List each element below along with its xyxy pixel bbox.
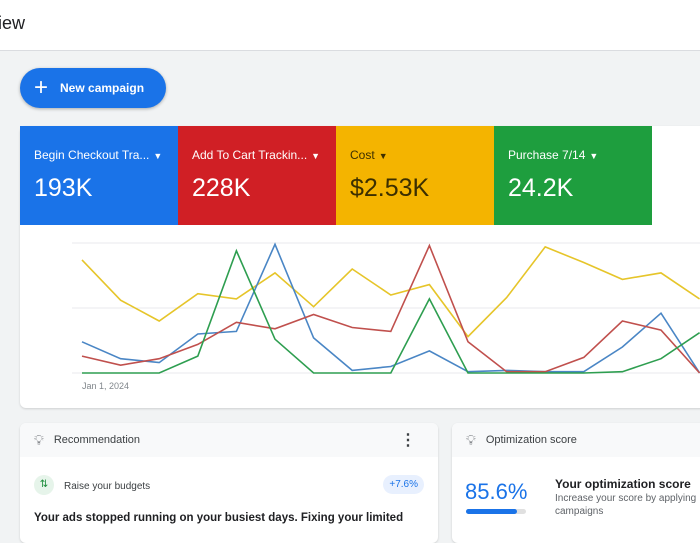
optimization-heading: Your optimization score: [555, 477, 691, 491]
series-line-1: [81, 242, 700, 374]
lightbulb-icon: 💡︎: [466, 431, 476, 448]
score-bar: [466, 509, 526, 514]
metric-value: 193K: [34, 174, 93, 202]
dropdown-arrow-icon: ▼: [153, 151, 163, 161]
metric-name[interactable]: Purchase 7/14 ▼: [508, 148, 598, 162]
metric-value: 24.2K: [508, 174, 574, 202]
metric-name[interactable]: Add To Cart Trackin... ▼: [192, 148, 320, 162]
budget-icon: ⇅: [34, 475, 54, 495]
new-campaign-label: New campaign: [60, 81, 145, 95]
top-bar: iew: [0, 0, 700, 51]
recommendation-item[interactable]: Raise your budgets: [64, 481, 151, 492]
metric-tile[interactable]: Add To Cart Trackin... ▼ 228K: [178, 126, 336, 225]
metric-label: Purchase 7/14: [508, 148, 586, 162]
metric-value: $2.53K: [350, 174, 430, 202]
lightbulb-icon: 💡︎: [34, 431, 44, 448]
optimization-desc: Increase your score by applying: [555, 493, 697, 504]
recommendation-title: Recommendation: [53, 434, 141, 446]
metric-label: Cost: [350, 148, 375, 162]
metric-label: Add To Cart Trackin...: [192, 148, 308, 162]
metric-label: Begin Checkout Tra...: [34, 148, 150, 162]
dropdown-arrow-icon: ▼: [311, 151, 321, 161]
series-line-0: [81, 245, 700, 338]
uplift-badge: +7.6%: [383, 475, 424, 494]
metric-value: 228K: [192, 174, 251, 202]
optimization-score: 85.6%: [465, 479, 528, 504]
metric-name[interactable]: Begin Checkout Tra... ▼: [34, 148, 162, 162]
page-title: iew: [0, 13, 26, 33]
new-campaign-button[interactable]: + New campaign: [20, 68, 166, 108]
optimization-desc2: campaigns: [555, 506, 604, 517]
recommendation-card: 💡︎ Recommendation ⋮ ⇅ Raise your budgets…: [20, 423, 438, 543]
recommendation-text: Your ads stopped running on your busiest…: [34, 512, 404, 524]
metric-tile[interactable]: Purchase 7/14 ▼ 24.2K: [494, 126, 652, 225]
dropdown-arrow-icon: ▼: [378, 151, 388, 161]
x-tick-label: Jan 1, 2024: [82, 381, 129, 391]
dropdown-arrow-icon: ▼: [589, 151, 599, 161]
metric-name[interactable]: Cost ▼: [350, 148, 388, 162]
series-line-2: [81, 243, 700, 374]
optimization-card: 💡︎ Optimization score 85.6% Your optimiz…: [452, 423, 700, 543]
plus-icon: +: [34, 74, 49, 101]
series-line-3: [82, 248, 700, 374]
more-options-icon[interactable]: ⋮: [400, 432, 416, 449]
optimization-title: Optimization score: [485, 434, 577, 446]
performance-chart: Jan 1, 2024: [72, 242, 700, 391]
metric-tile[interactable]: Begin Checkout Tra... ▼ 193K: [20, 126, 178, 225]
metric-tile[interactable]: Cost ▼ $2.53K: [336, 126, 494, 225]
